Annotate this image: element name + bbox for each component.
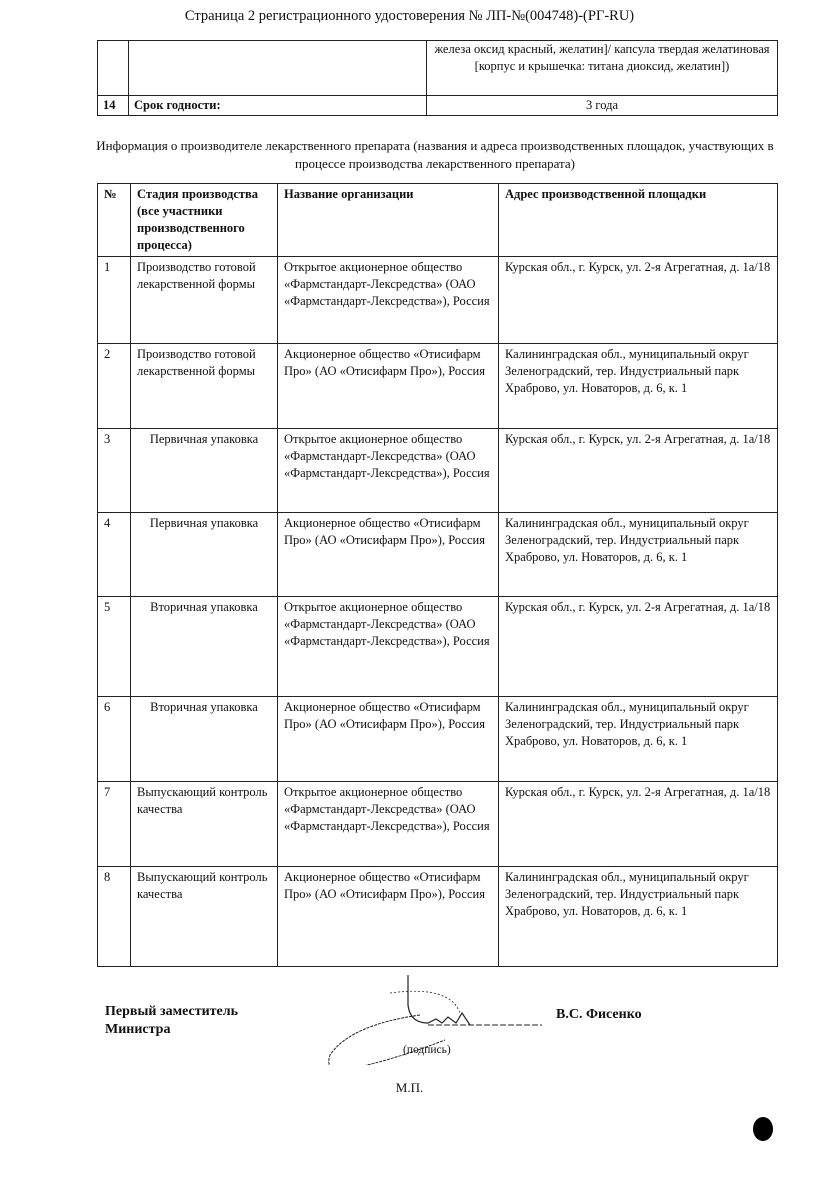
production-stage: Первичная упаковка — [130, 428, 278, 513]
production-stage: Выпускающий контроль качества — [130, 866, 278, 967]
row-number: 5 — [97, 596, 131, 697]
header-address: Адрес производственной площадки — [498, 183, 778, 257]
production-stage: Производство готовой лекарственной формы — [130, 256, 278, 344]
production-stage: Производство готовой лекарственной формы — [130, 343, 278, 429]
site-address: Калининградская обл., муниципальный окру… — [498, 696, 778, 782]
properties-table: железа оксид красный, желатин]/ капсула … — [97, 40, 778, 116]
table-row: 8 Выпускающий контроль качества Акционерно… — [97, 866, 778, 967]
manufacturer-info-heading: Информация о производителе лекарственног… — [96, 138, 774, 171]
production-stage: Вторичная упаковка — [130, 696, 278, 782]
page-title: Страница 2 регистрационного удостоверени… — [184, 8, 635, 24]
signatory-position: Первый заместитель Министра — [105, 1004, 238, 1037]
row-number: 6 — [97, 696, 131, 782]
signature-image — [328, 975, 542, 1065]
organization-name: Акционерное общество «Отисифарм Про» (АО… — [277, 866, 499, 967]
row-number: 3 — [97, 428, 131, 513]
site-address: Калининградская обл., муниципальный окру… — [498, 512, 778, 597]
organization-name: Акционерное общество «Отисифарм Про» (АО… — [277, 512, 499, 597]
row-number: 1 — [97, 256, 131, 344]
production-stage: Вторичная упаковка — [130, 596, 278, 697]
organization-name: Открытое акционерное общество «Фармстанд… — [277, 428, 499, 513]
organization-name: Акционерное общество «Отисифарм Про» (АО… — [277, 343, 499, 429]
table-row: 6 Вторичная упаковка Акционерное общество … — [97, 696, 778, 782]
row-number: 4 — [97, 512, 131, 597]
row-value: 3 года — [426, 95, 778, 116]
organization-name: Акционерное общество «Отисифарм Про» (АО… — [277, 696, 499, 782]
row-label — [128, 40, 427, 96]
production-stage: Первичная упаковка — [130, 512, 278, 597]
row-number: 2 — [97, 343, 131, 429]
table-header-row: № Стадия производства (все участники про… — [97, 183, 778, 257]
header-num: № — [97, 183, 131, 257]
table-row: 14 Срок годности: 3 года — [97, 95, 778, 116]
production-stage: Выпускающий контроль качества — [130, 781, 278, 867]
scan-mark — [753, 1117, 773, 1141]
organization-name: Открытое акционерное общество «Фармстанд… — [277, 781, 499, 867]
site-address: Курская обл., г. Курск, ул. 2-я Агрегатн… — [498, 256, 778, 344]
header-org: Название организации — [277, 183, 499, 257]
site-address: Курская обл., г. Курск, ул. 2-я Агрегатн… — [498, 596, 778, 697]
table-row: 3 Первичная упаковка Открытое акционерное … — [97, 428, 778, 513]
row-value: железа оксид красный, желатин]/ капсула … — [426, 40, 778, 96]
manufacturers-table: № Стадия производства (все участники про… — [97, 183, 778, 967]
header-stage: Стадия производства (все участники произ… — [130, 183, 278, 257]
row-number: 7 — [97, 781, 131, 867]
table-row: 1 Производство готовой лекарственной форм… — [97, 256, 778, 344]
row-number — [97, 40, 129, 96]
table-row: 5 Вторичная упаковка Открытое акционерное … — [97, 596, 778, 697]
table-row: 7 Выпускающий контроль качества Открытое а… — [97, 781, 778, 867]
organization-name: Открытое акционерное общество «Фармстанд… — [277, 256, 499, 344]
row-number: 14 — [97, 95, 129, 116]
table-row: железа оксид красный, желатин]/ капсула … — [97, 40, 778, 96]
signatory-name: В.С. Фисенко — [556, 1007, 642, 1022]
organization-name: Открытое акционерное общество «Фармстанд… — [277, 596, 499, 697]
stamp-place-label: М.П. — [395, 1080, 424, 1095]
site-address: Калининградская обл., муниципальный окру… — [498, 343, 778, 429]
table-row: 2 Производство готовой лекарственной форм… — [97, 343, 778, 429]
signature-caption: (подпись) — [403, 1044, 451, 1056]
site-address: Калининградская обл., муниципальный окру… — [498, 866, 778, 967]
table-row: 4 Первичная упаковка Акционерное общество … — [97, 512, 778, 597]
site-address: Курская обл., г. Курск, ул. 2-я Агрегатн… — [498, 428, 778, 513]
site-address: Курская обл., г. Курск, ул. 2-я Агрегатн… — [498, 781, 778, 867]
row-label: Срок годности: — [128, 95, 427, 116]
row-number: 8 — [97, 866, 131, 967]
